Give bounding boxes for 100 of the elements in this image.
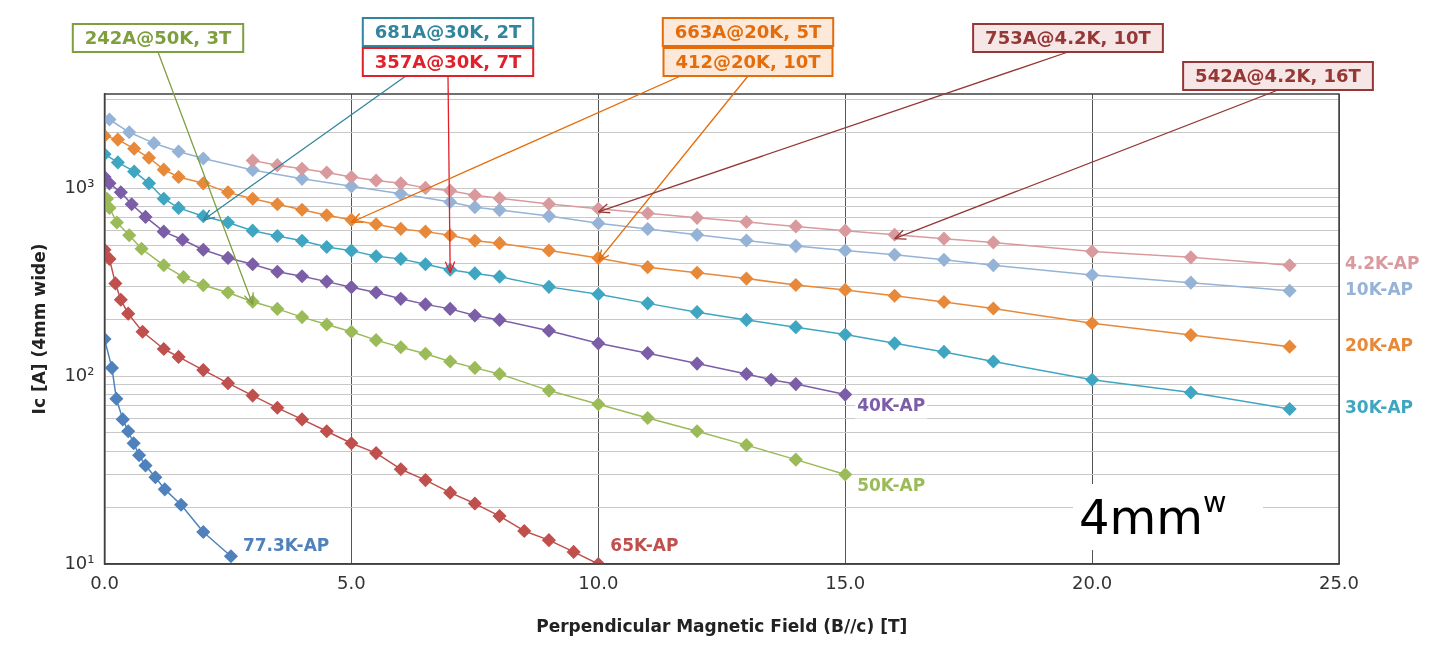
point: [122, 228, 136, 243]
y-axis-title: Ic [A] (4mm wide): [28, 243, 49, 415]
point: [157, 162, 171, 177]
point: [171, 170, 186, 184]
point: [174, 497, 188, 512]
point: [492, 236, 507, 250]
annotation: 681A@30K, 2T: [374, 20, 522, 42]
point: [1085, 316, 1099, 330]
annotation: 242A@50K, 3T: [84, 26, 232, 48]
point: [789, 452, 803, 467]
point: [739, 313, 754, 327]
point: [270, 229, 285, 243]
point: [443, 354, 457, 369]
point: [369, 249, 383, 263]
point: [245, 153, 260, 168]
point: [640, 206, 655, 221]
point: [1184, 385, 1198, 400]
point: [148, 470, 163, 484]
point: [196, 176, 211, 191]
point: [109, 392, 124, 406]
series-label: 65K-AP: [610, 534, 679, 555]
point: [517, 524, 531, 538]
point: [108, 276, 123, 291]
y-tick-label: 10²: [64, 364, 95, 386]
point: [492, 367, 507, 381]
point: [105, 361, 119, 375]
text: 20K-AP: [1345, 334, 1414, 355]
point: [1184, 275, 1198, 290]
point: [690, 305, 704, 319]
point: [111, 155, 125, 170]
point: [492, 191, 507, 206]
point: [319, 424, 334, 438]
point: [739, 215, 754, 229]
point: [591, 397, 606, 412]
point: [295, 234, 309, 248]
point: [937, 253, 951, 267]
point: [394, 292, 408, 306]
point: [138, 210, 153, 224]
point: [418, 224, 433, 239]
point: [690, 211, 704, 225]
point: [789, 377, 803, 391]
point: [245, 163, 260, 177]
point: [121, 306, 135, 321]
point: [394, 176, 408, 191]
point: [492, 203, 507, 217]
point: [344, 170, 359, 184]
point: [764, 372, 778, 387]
point: [157, 258, 171, 273]
point: [492, 313, 507, 327]
point: [369, 285, 383, 300]
point: [1282, 339, 1297, 354]
point: [127, 141, 141, 156]
point: [640, 296, 655, 311]
series-label: 50K-AP: [857, 475, 926, 496]
y-tick-label: 10³: [64, 176, 95, 198]
point: [542, 533, 556, 547]
annotation: 542A@4.2K, 16T: [1195, 64, 1362, 86]
point: [158, 482, 172, 497]
point: [739, 271, 754, 286]
point: [369, 333, 383, 347]
point: [838, 467, 852, 482]
text: 4.2K-AP: [1345, 253, 1420, 274]
point: [542, 324, 556, 338]
x-tick-label: 20.0: [1072, 572, 1113, 594]
point: [640, 411, 655, 425]
point: [690, 356, 704, 371]
point: [394, 252, 408, 266]
point: [887, 289, 902, 303]
point: [132, 448, 146, 462]
point: [142, 151, 156, 165]
point: [394, 462, 408, 476]
x-tick-label: 25.0: [1318, 572, 1360, 594]
point: [418, 473, 433, 487]
point: [468, 308, 482, 323]
text: 30K-AP: [1345, 396, 1414, 417]
point: [542, 280, 556, 294]
point: [295, 203, 309, 217]
point: [157, 224, 171, 239]
point: [245, 191, 260, 206]
x-axis-title: Perpendicular Magnetic Field (B//c) [T]: [536, 616, 908, 637]
point: [394, 340, 408, 354]
point: [114, 185, 128, 200]
point: [591, 287, 606, 302]
point: [566, 545, 581, 559]
point: [838, 283, 852, 297]
point: [344, 324, 359, 339]
point: [116, 412, 130, 427]
annotation: 663A@20K, 5T: [674, 20, 822, 42]
point: [739, 233, 754, 248]
point: [789, 320, 803, 334]
point: [690, 265, 704, 280]
point: [171, 350, 186, 364]
point: [443, 485, 457, 500]
point: [937, 231, 951, 246]
point: [344, 436, 359, 451]
point: [838, 327, 852, 342]
point: [542, 383, 556, 398]
point: [394, 187, 408, 201]
point: [157, 342, 171, 356]
point: [418, 257, 433, 271]
